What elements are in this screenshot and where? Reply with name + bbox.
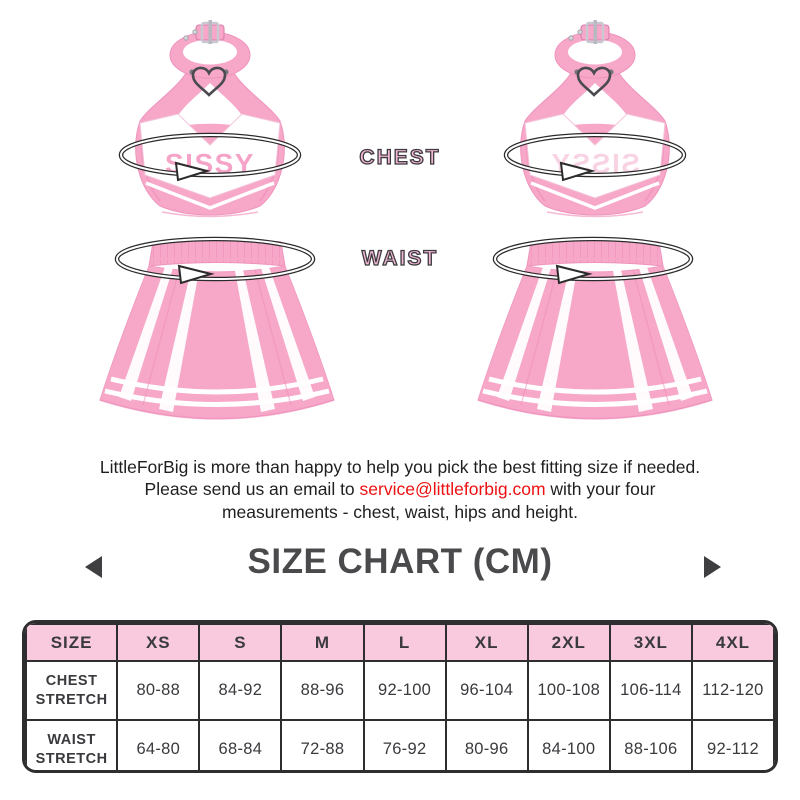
pleat-gore [613, 270, 653, 412]
size-chart-table-container: SIZE XS S M L XL 2XL 3XL 4XL CHEST STRET… [22, 620, 778, 773]
waist-measure-label: WAIST [361, 246, 439, 270]
header-l: L [362, 623, 447, 662]
buckle-icon [580, 20, 610, 44]
waist-value-4xl: 92-112 [690, 719, 775, 770]
eyelet-icon [568, 35, 574, 41]
size-chart-table: SIZE XS S M L XL 2XL 3XL 4XL CHEST STRET… [25, 623, 775, 770]
pleat-gore [119, 267, 173, 401]
chest-value-s: 84-92 [198, 660, 283, 721]
eyelet-icon [192, 29, 198, 35]
choker-collar [169, 20, 251, 79]
heart-ring-icon [574, 66, 614, 97]
header-s: S [198, 623, 283, 662]
pleat-fold-line [142, 269, 180, 406]
hem-stripe-lower [104, 388, 330, 407]
chest-value-xs: 80-88 [116, 660, 201, 721]
waist-value-3xl: 88-106 [608, 719, 693, 770]
chest-measure-label: CHEST [359, 145, 441, 169]
hem-shadow [546, 211, 644, 218]
row-label-waist-stretch: WAIST STRETCH [25, 719, 119, 770]
chest-value-l: 92-100 [362, 660, 447, 721]
waist-value-m: 72-88 [280, 719, 365, 770]
hem-chevron-stripe [145, 181, 275, 210]
chest-rotation-arrow-icon [503, 132, 687, 182]
header-2xl: 2XL [526, 623, 611, 662]
heart-ring-icon [189, 66, 229, 97]
pleat-gore [639, 267, 693, 401]
choker-opening [183, 39, 237, 65]
pleat-fold-line [520, 269, 558, 406]
hem-chevron-stripe [530, 181, 660, 210]
hem-shadow [477, 399, 713, 420]
keyhole-cutout [172, 83, 248, 129]
header-3xl: 3XL [608, 623, 693, 662]
chest-value-xl: 96-104 [444, 660, 529, 721]
header-xl: XL [444, 623, 529, 662]
help-line2-after: with your four [545, 479, 656, 500]
chest-value-2xl: 100-108 [526, 660, 611, 721]
pleat-fold-line [254, 269, 292, 406]
waist-value-xs: 64-80 [116, 719, 201, 770]
buckle-icon [195, 20, 225, 44]
pleat-gore [159, 270, 199, 412]
choker-opening [568, 39, 622, 65]
choker-collar [554, 20, 636, 79]
waist-value-l: 76-92 [362, 719, 447, 770]
pleat-gore [235, 270, 275, 412]
keyhole-cutout [557, 83, 633, 129]
chest-rotation-arrow-icon [118, 132, 302, 182]
help-line1: LittleForBig is more than happy to help … [99, 456, 701, 477]
header-xs: XS [116, 623, 201, 662]
size-chart-title: SIZE CHART (CM) [247, 542, 553, 581]
pleat-gore [261, 267, 315, 401]
pleat-fold-line [632, 269, 670, 406]
row-label-chest-stretch: CHEST STRETCH [25, 660, 119, 721]
waist-rotation-arrow-icon [114, 236, 316, 285]
next-arrow-icon[interactable] [704, 556, 721, 578]
chest-value-3xl: 106-114 [608, 660, 693, 721]
eyelet-icon [183, 35, 189, 41]
waistband-shirring [149, 239, 285, 266]
table-header-row: SIZE XS S M L XL 2XL 3XL 4XL [25, 623, 775, 662]
cheer-skirt-front-image [99, 236, 335, 420]
waist-value-2xl: 84-100 [526, 719, 611, 770]
chest-value-m: 88-96 [280, 660, 365, 721]
support-email-link[interactable]: service@littleforbig.com [359, 479, 546, 500]
table-row-chest: CHEST STRETCH 80-88 84-92 88-96 92-100 9… [25, 660, 775, 721]
chest-value-4xl: 112-120 [690, 660, 775, 721]
help-line3: measurements - chest, waist, hips and he… [221, 502, 578, 522]
hem-shadow [99, 399, 335, 420]
waist-value-s: 68-84 [198, 719, 283, 770]
hem-shadow [161, 211, 259, 218]
header-size: SIZE [25, 623, 119, 662]
header-m: M [280, 623, 365, 662]
cheer-skirt-back-image [477, 236, 713, 420]
hem-stripe-upper [488, 376, 702, 395]
pleat-gore [497, 267, 551, 401]
pleat-gore [537, 270, 577, 412]
header-4xl: 4XL [690, 623, 775, 662]
eyelet-icon [577, 29, 583, 35]
waist-rotation-arrow-icon [492, 236, 694, 285]
prev-arrow-icon[interactable] [85, 556, 102, 578]
table-row-waist: WAIST STRETCH 64-80 68-84 72-88 76-92 80… [25, 719, 775, 770]
hem-stripe-upper [110, 376, 324, 395]
sizing-help-text: LittleForBig is more than happy to help … [40, 456, 760, 524]
cheer-top-front-image: SISSY [118, 20, 302, 218]
waist-value-xl: 80-96 [444, 719, 529, 770]
help-line2-before: Please send us an email to [144, 479, 360, 500]
waistband-shirring [527, 239, 663, 266]
hem-stripe-lower [482, 388, 708, 407]
cheer-top-back-image: SISSY [503, 20, 687, 218]
